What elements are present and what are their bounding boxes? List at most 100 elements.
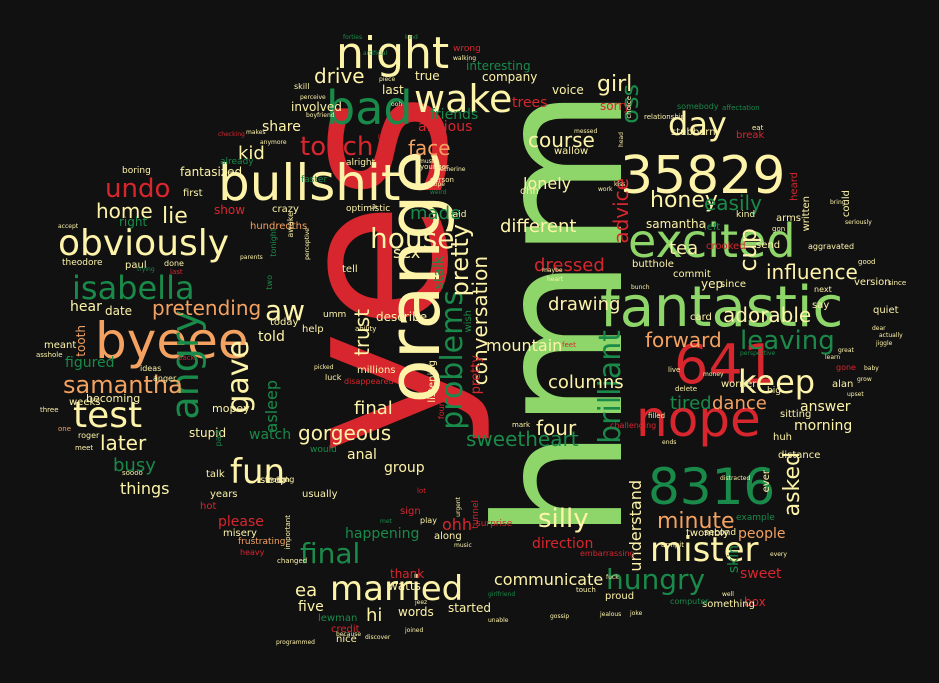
cloud-word: gossip [550,613,570,620]
cloud-word: perceptive [304,228,311,260]
cloud-word: 8316 [648,458,776,516]
cloud-word: somebody [677,102,719,111]
cloud-word: money [703,371,724,378]
cloud-word: boyfriend [306,112,335,119]
cloud-word: bad [326,81,413,135]
cloud-word: people [738,526,786,542]
cloud-word: hot [200,501,217,512]
cloud-word: walking [453,55,477,62]
cloud-word: relationship [644,113,686,121]
cloud-word: hear [70,299,102,315]
cloud-word: checking [218,131,245,138]
cloud-word: great [838,347,854,354]
cloud-word: head [618,132,625,147]
cloud-word: yep [701,277,724,291]
cloud-word: later [100,431,147,455]
cloud-word: live [668,366,681,374]
cloud-word: sex [393,243,421,262]
cloud-word: keep [738,363,816,401]
cloud-word: two [265,275,274,290]
cloud-word: friends [430,107,479,123]
cloud-word: minute [657,509,735,534]
cloud-word: said [448,210,467,220]
cloud-word: surprise [476,519,513,529]
cloud-word: tell [342,264,358,275]
cloud-word: fantastic [600,275,844,340]
cloud-word: younger [420,163,449,171]
cloud-word: fuck [606,574,619,581]
cloud-word: next [814,285,832,294]
cloud-word: distracted [720,475,751,482]
cloud-word: date [105,304,133,318]
cloud-word: things [120,479,170,498]
cloud-word: credit [331,624,360,635]
cloud-word: three [40,406,59,414]
cloud-word: break [736,130,765,141]
cloud-word: part [214,430,223,447]
cloud-word: accept [58,223,79,230]
cloud-word: kind [405,34,418,41]
cloud-word: ooh [391,101,403,108]
cloud-word: ability [355,325,377,333]
cloud-word: girlfriend [488,591,516,598]
cloud-word: commit [673,269,711,280]
cloud-word: would [310,445,337,455]
cloud-word: tonight [269,228,278,257]
cloud-word: butthole [632,259,674,270]
cloud-word: communicate [494,570,604,589]
cloud-word: parents [240,254,263,261]
cloud-word: long [277,475,295,484]
cloud-word: adorable [723,303,812,327]
cloud-word: bring [830,199,846,206]
cloud-word: mark [512,421,531,429]
cloud-word: done [164,259,184,268]
cloud-word: crazy [272,204,299,215]
cloud-word: alright [346,158,376,168]
cloud-word: sorry [600,99,631,113]
cloud-word: dear [872,325,886,332]
cloud-word: last [170,268,183,276]
cloud-word: distance [778,450,821,461]
cloud-word: help [302,324,324,335]
cloud-word: optimistic [346,204,391,214]
cloud-word: final [354,398,393,419]
cloud-word: disappeared [344,377,394,386]
cloud-word: stupid [189,426,227,440]
cloud-word: four [536,416,577,440]
cloud-word: mountain [486,336,563,355]
cloud-word: boring [122,166,151,176]
cloud-word: heavy [240,548,265,557]
cloud-word: 35829 [620,146,786,206]
cloud-word: lying [378,134,393,141]
cloud-word: arms [776,213,802,224]
cloud-word: piece [379,76,396,83]
cloud-word: excited [628,214,796,268]
cloud-word: home [96,199,153,223]
cloud-word: columns [548,372,624,393]
cloud-word: maybe [542,267,563,274]
cloud-word: theodore [62,258,103,268]
cloud-word: sleep [260,475,287,486]
cloud-word: soooo [122,469,143,477]
cloud-word: send [756,240,781,251]
cloud-word: describe [376,310,428,324]
cloud-word: ideas [140,364,162,373]
cloud-word: anxious [418,119,473,135]
cloud-word: mister [650,530,759,570]
cloud-word: learn [825,354,841,361]
cloud-word: one [58,425,72,433]
cloud-word: challenging [610,421,657,430]
cloud-word: since [888,279,907,287]
cloud-word: samantha [646,217,706,231]
cloud-word: must [419,158,435,165]
cloud-word: alan [832,379,854,390]
cloud-word: day [668,105,727,143]
cloud-word: heart [547,276,563,283]
cloud-word: anal [347,447,377,463]
cloud-word: jealous [600,611,622,618]
cloud-word: true [415,69,440,83]
cloud-word: ohh [520,186,539,197]
cloud-word: busy [113,455,156,476]
cloud-word: figured [65,355,115,371]
cloud-word: programmed [276,639,315,646]
